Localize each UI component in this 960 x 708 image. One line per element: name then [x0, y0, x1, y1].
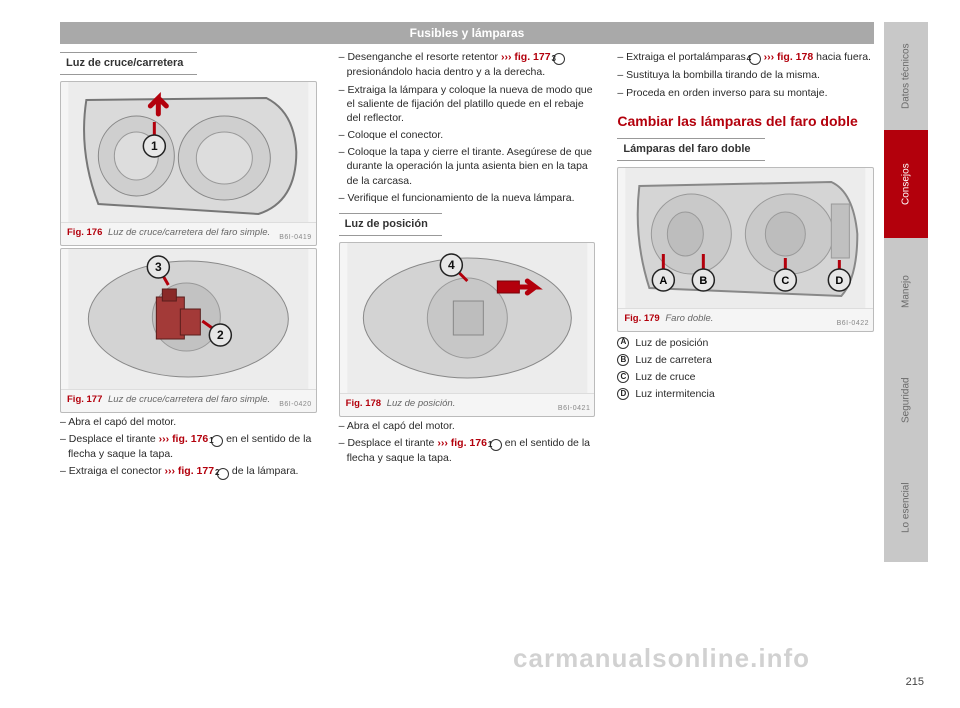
page-number: 215: [906, 676, 924, 688]
step: Verifique el funcionamiento de la nueva …: [339, 191, 596, 205]
svg-text:C: C: [782, 275, 790, 287]
svg-text:1: 1: [151, 139, 158, 153]
watermark: carmanualsonline.info: [513, 643, 810, 674]
step: Desplace el tirante ››› fig. 176 1 en el…: [339, 436, 596, 466]
side-tabs: Datos técnicosConsejosManejoSeguridadLo …: [884, 22, 928, 562]
figure-179: A B C D B6I-0422 Fig. 179 Faro doble.: [617, 167, 874, 332]
figure-caption: Fig. 178 Luz de posición.: [340, 393, 595, 416]
step: Abra el capó del motor.: [339, 419, 596, 433]
step: Coloque la tapa y cierre el tirante. Ase…: [339, 145, 596, 188]
content-columns: Luz de cruce/carretera 1 B6I-0419 Fig.: [60, 50, 874, 483]
subheading-posicion: Luz de posición: [339, 213, 442, 236]
marker-4: 4: [749, 53, 761, 65]
svg-text:D: D: [836, 275, 844, 287]
step: Extraiga el portalámparas 4 ››› fig. 178…: [617, 50, 874, 65]
svg-text:2: 2: [217, 328, 224, 342]
column-left: Luz de cruce/carretera 1 B6I-0419 Fig.: [60, 50, 317, 483]
svg-text:3: 3: [155, 260, 162, 274]
marker-C: C: [617, 371, 629, 383]
page-header: Fusibles y lámparas: [60, 22, 874, 44]
section-heading: Cambiar las lámparas del faro doble: [617, 112, 874, 130]
figure-caption: Fig. 179 Faro doble.: [618, 308, 873, 331]
step: Abra el capó del motor.: [60, 415, 317, 429]
marker-2: 2: [217, 468, 229, 480]
figure-176: 1 B6I-0419 Fig. 176 Luz de cruce/carrete…: [60, 81, 317, 246]
image-number: B6I-0421: [558, 404, 590, 413]
steps-list: Abra el capó del motor. Desplace el tira…: [339, 419, 596, 466]
marker-A: A: [617, 337, 629, 349]
marker-D: D: [617, 388, 629, 400]
subheading-cruce: Luz de cruce/carretera: [60, 52, 197, 75]
figure-number: Fig. 179: [624, 313, 659, 324]
side-tab[interactable]: Lo esencial: [884, 454, 928, 562]
svg-text:A: A: [660, 275, 668, 287]
figure-178: 4 B6I-0421 Fig. 178 Luz de posición.: [339, 242, 596, 417]
step: Extraiga la lámpara y coloque la nueva d…: [339, 83, 596, 126]
legend-label: Luz de cruce: [635, 370, 695, 384]
figure-number: Fig. 177: [67, 394, 102, 405]
marker-B: B: [617, 354, 629, 366]
column-right: Extraiga el portalámparas 4 ››› fig. 178…: [617, 50, 874, 483]
image-number: B6I-0419: [279, 233, 311, 242]
steps-list: Extraiga el portalámparas 4 ››› fig. 178…: [617, 50, 874, 100]
marker-3: 3: [553, 53, 565, 65]
step: Desplace el tirante ››› fig. 176 1 en el…: [60, 432, 317, 462]
svg-text:4: 4: [448, 258, 455, 272]
steps-list: Abra el capó del motor. Desplace el tira…: [60, 415, 317, 480]
marker-1: 1: [490, 439, 502, 451]
side-tab[interactable]: Seguridad: [884, 346, 928, 454]
figure-caption: Fig. 176 Luz de cruce/carretera del faro…: [61, 222, 316, 245]
figure-caption: Fig. 177 Luz de cruce/carretera del faro…: [61, 389, 316, 412]
side-tab[interactable]: Datos técnicos: [884, 22, 928, 130]
legend: A Luz de posición B Luz de carretera C Luz …: [617, 336, 874, 402]
side-tab[interactable]: Consejos: [884, 130, 928, 238]
step: Extraiga el conector ››› fig. 177 2 de l…: [60, 464, 317, 479]
image-number: B6I-0420: [279, 400, 311, 409]
subheading-doble: Lámparas del faro doble: [617, 138, 764, 161]
side-tab[interactable]: Manejo: [884, 238, 928, 346]
page: Fusibles y lámparas Luz de cruce/carrete…: [0, 0, 960, 708]
steps-list: Desenganche el resorte retentor ››› fig.…: [339, 50, 596, 205]
figure-number: Fig. 178: [346, 398, 381, 409]
figure-number: Fig. 176: [67, 227, 102, 238]
column-center: Desenganche el resorte retentor ››› fig.…: [339, 50, 596, 483]
svg-text:B: B: [700, 275, 708, 287]
legend-label: Luz intermitencia: [635, 387, 714, 401]
legend-label: Luz de carretera: [635, 353, 711, 367]
step: Proceda en orden inverso para su montaje…: [617, 86, 874, 100]
figure-177: 2 3 B6I-0420 Fig. 177 Luz de cruce/carre…: [60, 248, 317, 413]
marker-1: 1: [211, 435, 223, 447]
step: Coloque el conector.: [339, 128, 596, 142]
step: Desenganche el resorte retentor ››› fig.…: [339, 50, 596, 80]
step: Sustituya la bombilla tirando de la mism…: [617, 68, 874, 82]
image-number: B6I-0422: [837, 319, 869, 328]
legend-label: Luz de posición: [635, 336, 708, 350]
